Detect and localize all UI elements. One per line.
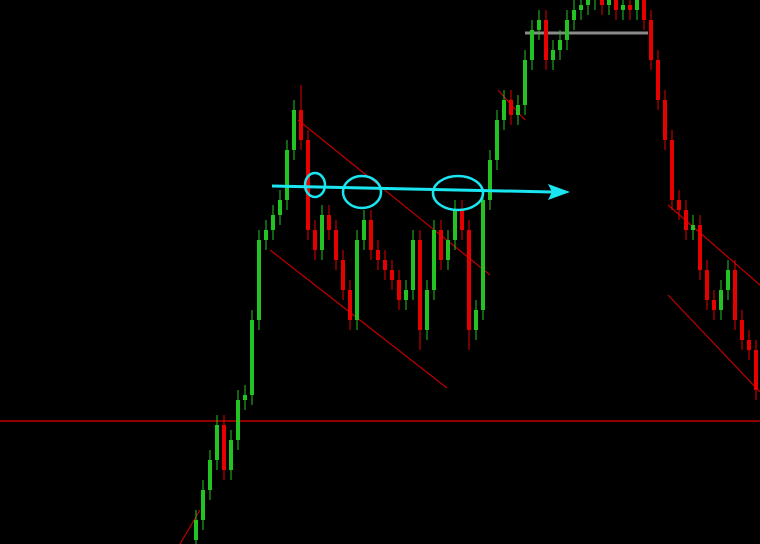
candle-body — [292, 110, 296, 150]
candle-body — [698, 225, 702, 270]
candle-body — [628, 5, 632, 10]
candle-body — [495, 120, 499, 160]
candle-body — [642, 0, 646, 20]
candle-body — [194, 520, 198, 540]
candle-body — [635, 0, 639, 10]
candle-body — [621, 5, 625, 10]
candle-body — [313, 230, 317, 250]
candle-body — [670, 140, 674, 200]
candle-body — [474, 310, 478, 330]
candle-body — [733, 270, 737, 320]
candle-body — [712, 300, 716, 310]
candle-body — [355, 240, 359, 320]
candle-body — [453, 210, 457, 240]
candle-body — [467, 230, 471, 330]
candle-body — [565, 20, 569, 40]
candle-body — [586, 0, 590, 5]
channel-line — [667, 294, 760, 393]
candle-body — [208, 460, 212, 490]
candle-body — [425, 290, 429, 330]
candle-body — [327, 215, 331, 230]
candle-body — [278, 200, 282, 215]
candle-body — [320, 215, 324, 250]
candle-body — [243, 395, 247, 400]
candle-body — [418, 240, 422, 330]
candle-body — [747, 340, 751, 350]
candle-body — [544, 20, 548, 60]
candle-body — [726, 270, 730, 290]
candle-body — [250, 320, 254, 395]
candle-body — [656, 60, 660, 100]
candle-body — [719, 290, 723, 310]
candle-body — [432, 230, 436, 290]
candle-body — [460, 210, 464, 230]
candle-body — [390, 270, 394, 280]
arrow-annotation — [271, 171, 570, 212]
candle-body — [222, 425, 226, 470]
highlight-ellipse — [303, 171, 327, 199]
candle-body — [334, 230, 338, 260]
trend-line — [179, 509, 201, 544]
candle-body — [264, 230, 268, 240]
candle-body — [754, 350, 758, 390]
candle-body — [509, 100, 513, 115]
candle-body — [572, 10, 576, 20]
candle-body — [649, 20, 653, 60]
candle-body — [229, 440, 233, 470]
candle-body — [348, 290, 352, 320]
candle-body — [439, 230, 443, 260]
candle-body — [201, 490, 205, 520]
candle-body — [271, 215, 275, 230]
candle-body — [411, 240, 415, 290]
arrow-head — [548, 184, 570, 200]
candle-body — [341, 260, 345, 290]
channel-line — [297, 119, 491, 276]
candle-body — [530, 30, 534, 60]
candle-body — [579, 5, 583, 10]
candle-body — [215, 425, 219, 460]
candle-body — [397, 280, 401, 300]
candle-body — [607, 0, 611, 5]
candle-body — [558, 40, 562, 50]
candle-body — [362, 220, 366, 240]
candle-body — [691, 225, 695, 230]
candle-body — [740, 320, 744, 340]
candle-body — [299, 110, 303, 140]
arrow-line — [271, 184, 553, 194]
candle-body — [537, 20, 541, 30]
candle-body — [285, 150, 289, 200]
candle-body — [446, 240, 450, 260]
candle-body — [481, 200, 485, 310]
highlight-ellipse — [431, 174, 485, 212]
candle-body — [684, 210, 688, 230]
candle-body — [257, 240, 261, 320]
candle-body — [663, 100, 667, 140]
candle-body — [306, 140, 310, 230]
candle-body — [369, 220, 373, 250]
candle-body — [502, 100, 506, 120]
candle-body — [516, 105, 520, 115]
candle-body — [404, 290, 408, 300]
candle-body — [677, 200, 681, 210]
highlight-ellipse — [341, 174, 383, 210]
candle-body — [551, 50, 555, 60]
candle-body — [614, 0, 618, 10]
candle-body — [236, 400, 240, 440]
candle-body — [705, 270, 709, 300]
candle-body — [600, 0, 604, 5]
candles — [194, 0, 758, 544]
candle-body — [523, 60, 527, 105]
candle-body — [383, 260, 387, 270]
channel-line — [667, 204, 760, 286]
candle-body — [376, 250, 380, 260]
candle-body — [488, 160, 492, 200]
